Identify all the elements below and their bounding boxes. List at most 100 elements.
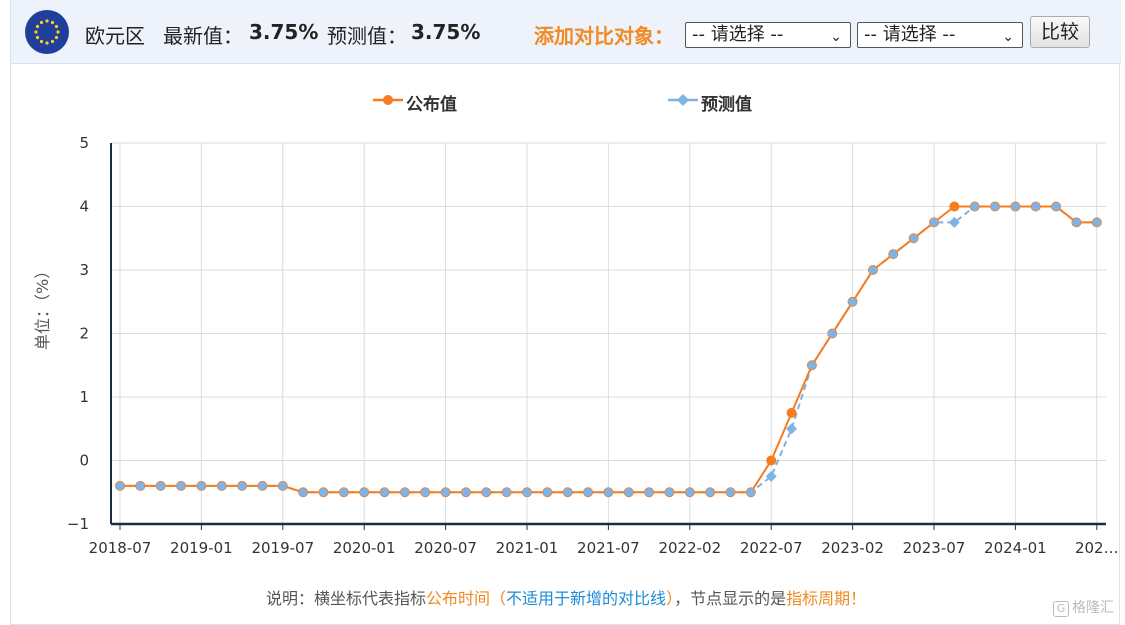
forecast-point xyxy=(237,481,247,491)
compare-select-2-value: -- 请选择 -- xyxy=(864,24,956,45)
forecast-point xyxy=(339,487,349,497)
forecast-point xyxy=(1011,202,1020,211)
note-paren-open: （ xyxy=(490,589,507,608)
forecast-point xyxy=(441,487,450,497)
chevron-down-icon: ⌄ xyxy=(1002,29,1014,45)
y-tick-label: 4 xyxy=(79,198,89,216)
x-tick-label: 2019-07 xyxy=(251,539,314,557)
forecast-point xyxy=(258,481,267,491)
latest-value-label: 最新值： xyxy=(163,24,243,48)
y-tick-label: 2 xyxy=(79,325,89,343)
forecast-point xyxy=(278,481,288,491)
forecast-point xyxy=(889,249,898,259)
forecast-point xyxy=(563,487,572,497)
forecast-point xyxy=(115,481,125,491)
forecast-point xyxy=(970,202,979,211)
forecast-point xyxy=(726,487,735,497)
chart-note: 说明：横坐标代表指标公布时间（不适用于新增的对比线），节点显示的是指标周期！ xyxy=(266,585,866,609)
published-point xyxy=(766,455,777,466)
legend-forecast-label: 预测值 xyxy=(701,95,752,115)
published-point xyxy=(786,407,797,418)
forecast-point xyxy=(685,487,695,497)
legend-published-label: 公布值 xyxy=(406,95,457,115)
x-tick-label: 2021-07 xyxy=(577,539,640,557)
forecast-point xyxy=(400,487,410,497)
forecast-point xyxy=(197,481,206,491)
forecast-point xyxy=(948,216,960,228)
y-tick-label: −1 xyxy=(67,515,89,533)
x-tick-label: 2021-01 xyxy=(496,539,559,557)
x-tick-label: 2024-01 xyxy=(984,539,1047,557)
note-paren-close: ） xyxy=(666,589,675,608)
eu-flag-icon xyxy=(25,10,69,54)
page-frame: 欧元区 最新值： 3.75% 预测值： 3.75% 添加对比对象： -- 请选择… xyxy=(10,0,1121,625)
forecast-point xyxy=(765,470,777,482)
forecast-point xyxy=(827,329,837,338)
compare-select-2[interactable]: -- 请选择 -- ⌄ xyxy=(857,22,1023,48)
add-compare-label: 添加对比对象： xyxy=(534,24,674,48)
forecast-point xyxy=(319,487,328,497)
published-point xyxy=(949,201,960,212)
x-tick-label: 2020-01 xyxy=(333,539,396,557)
y-tick-label: 3 xyxy=(79,261,89,279)
forecast-point xyxy=(1031,202,1041,211)
note-period: 指标周期 xyxy=(786,589,851,608)
watermark-text: 格隆汇 xyxy=(1072,600,1114,616)
forecast-point xyxy=(624,487,634,497)
chevron-down-icon: ⌄ xyxy=(830,29,842,45)
x-tick-label: 2023-02 xyxy=(821,539,884,557)
note-prefix: 说明：横坐标代表指标 xyxy=(266,589,427,608)
x-tick-label: 202… xyxy=(1075,539,1119,557)
forecast-point xyxy=(217,481,227,491)
forecast-point xyxy=(156,481,165,491)
forecast-point xyxy=(644,487,654,497)
forecast-point xyxy=(909,233,918,243)
forecast-value: 3.75% xyxy=(411,20,481,44)
forecast-point xyxy=(420,487,430,497)
forecast-point xyxy=(786,423,798,435)
forecast-point xyxy=(176,481,186,491)
x-tick-label: 2018-07 xyxy=(89,539,152,557)
watermark-icon: G xyxy=(1053,601,1069,617)
forecast-point xyxy=(868,265,878,275)
y-tick-label: 5 xyxy=(79,134,89,152)
x-tick-label: 2020-07 xyxy=(414,539,477,557)
note-suffix: ！ xyxy=(850,589,867,608)
forecast-point xyxy=(746,487,756,497)
forecast-point xyxy=(522,487,532,497)
forecast-point xyxy=(359,487,369,497)
forecast-point xyxy=(502,487,511,497)
chart-plot-area: −1 0 1 2 3 4 5 2018-07 2019-01 2019-07 2020-01 2020… xyxy=(67,134,1119,557)
forecast-point xyxy=(929,218,939,227)
legend-published-marker xyxy=(373,95,403,105)
watermark: G 格隆汇 xyxy=(1053,597,1114,617)
forecast-value-label: 预测值： xyxy=(327,24,407,48)
note-middle: ，节点显示的是 xyxy=(674,589,787,608)
x-tick-label: 2022-07 xyxy=(740,539,803,557)
x-tick-label: 2022-02 xyxy=(658,539,721,557)
compare-select-1-value: -- 请选择 -- xyxy=(692,24,784,45)
forecast-point xyxy=(1092,218,1102,227)
forecast-point xyxy=(1072,218,1081,227)
note-not-applicable: 不适用于新增的对比线 xyxy=(506,589,667,608)
compare-button[interactable]: 比较 xyxy=(1030,16,1090,48)
header-bar: 欧元区 最新值： 3.75% 预测值： 3.75% 添加对比对象： -- 请选择… xyxy=(11,0,1121,64)
forecast-point xyxy=(298,487,308,497)
forecast-point xyxy=(705,487,715,497)
note-pub-time: 公布时间 xyxy=(426,589,491,608)
forecast-point xyxy=(604,487,613,497)
forecast-point xyxy=(807,360,817,370)
forecast-point xyxy=(543,487,552,497)
latest-value: 3.75% xyxy=(249,20,319,44)
forecast-point xyxy=(461,487,471,497)
forecast-point xyxy=(848,297,857,307)
forecast-point xyxy=(990,202,1000,211)
forecast-point xyxy=(136,481,145,491)
y-tick-label: 0 xyxy=(79,452,89,470)
compare-select-1[interactable]: -- 请选择 -- ⌄ xyxy=(685,22,851,48)
y-tick-label: 1 xyxy=(79,388,89,406)
region-name: 欧元区 xyxy=(85,24,145,48)
forecast-point xyxy=(583,487,593,497)
forecast-point xyxy=(665,487,674,497)
forecast-point xyxy=(380,487,389,497)
